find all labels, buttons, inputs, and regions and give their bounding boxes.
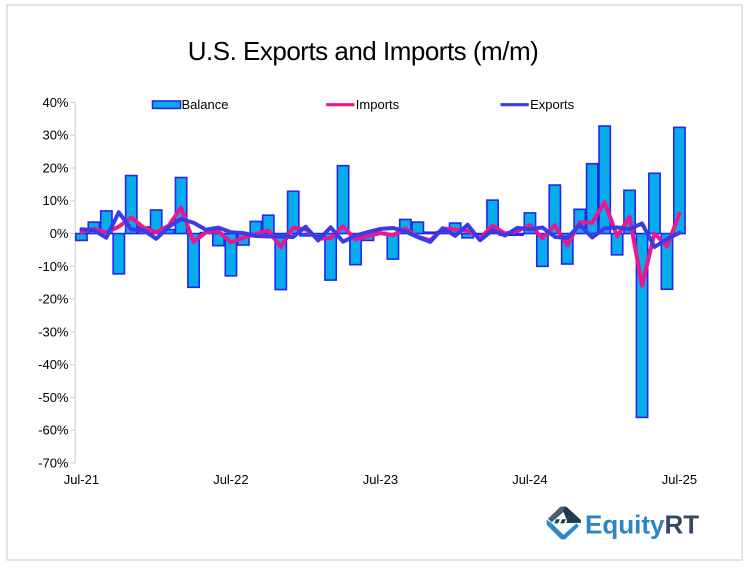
svg-text:10%: 10% — [42, 193, 68, 208]
svg-text:Jul-21: Jul-21 — [64, 472, 99, 487]
svg-text:-40%: -40% — [38, 357, 69, 372]
svg-text:0%: 0% — [50, 226, 69, 241]
svg-text:40%: 40% — [42, 95, 68, 110]
svg-text:Imports: Imports — [356, 97, 400, 112]
svg-text:U.S. Exports and Imports (m/m): U.S. Exports and Imports (m/m) — [188, 36, 539, 66]
svg-text:-20%: -20% — [38, 292, 69, 307]
svg-text:-50%: -50% — [38, 390, 69, 405]
svg-text:Jul-25: Jul-25 — [662, 472, 697, 487]
svg-text:Jul-22: Jul-22 — [213, 472, 248, 487]
svg-text:Balance: Balance — [182, 97, 229, 112]
svg-text:30%: 30% — [42, 128, 68, 143]
svg-text:-60%: -60% — [38, 423, 69, 438]
svg-text:Jul-23: Jul-23 — [363, 472, 398, 487]
svg-text:-10%: -10% — [38, 259, 69, 274]
svg-text:Jul-24: Jul-24 — [512, 472, 547, 487]
svg-text:-30%: -30% — [38, 324, 69, 339]
svg-text:Exports: Exports — [530, 97, 575, 112]
svg-text:EquityRT: EquityRT — [585, 510, 699, 540]
svg-text:-70%: -70% — [38, 455, 69, 470]
svg-text:20%: 20% — [42, 160, 68, 175]
